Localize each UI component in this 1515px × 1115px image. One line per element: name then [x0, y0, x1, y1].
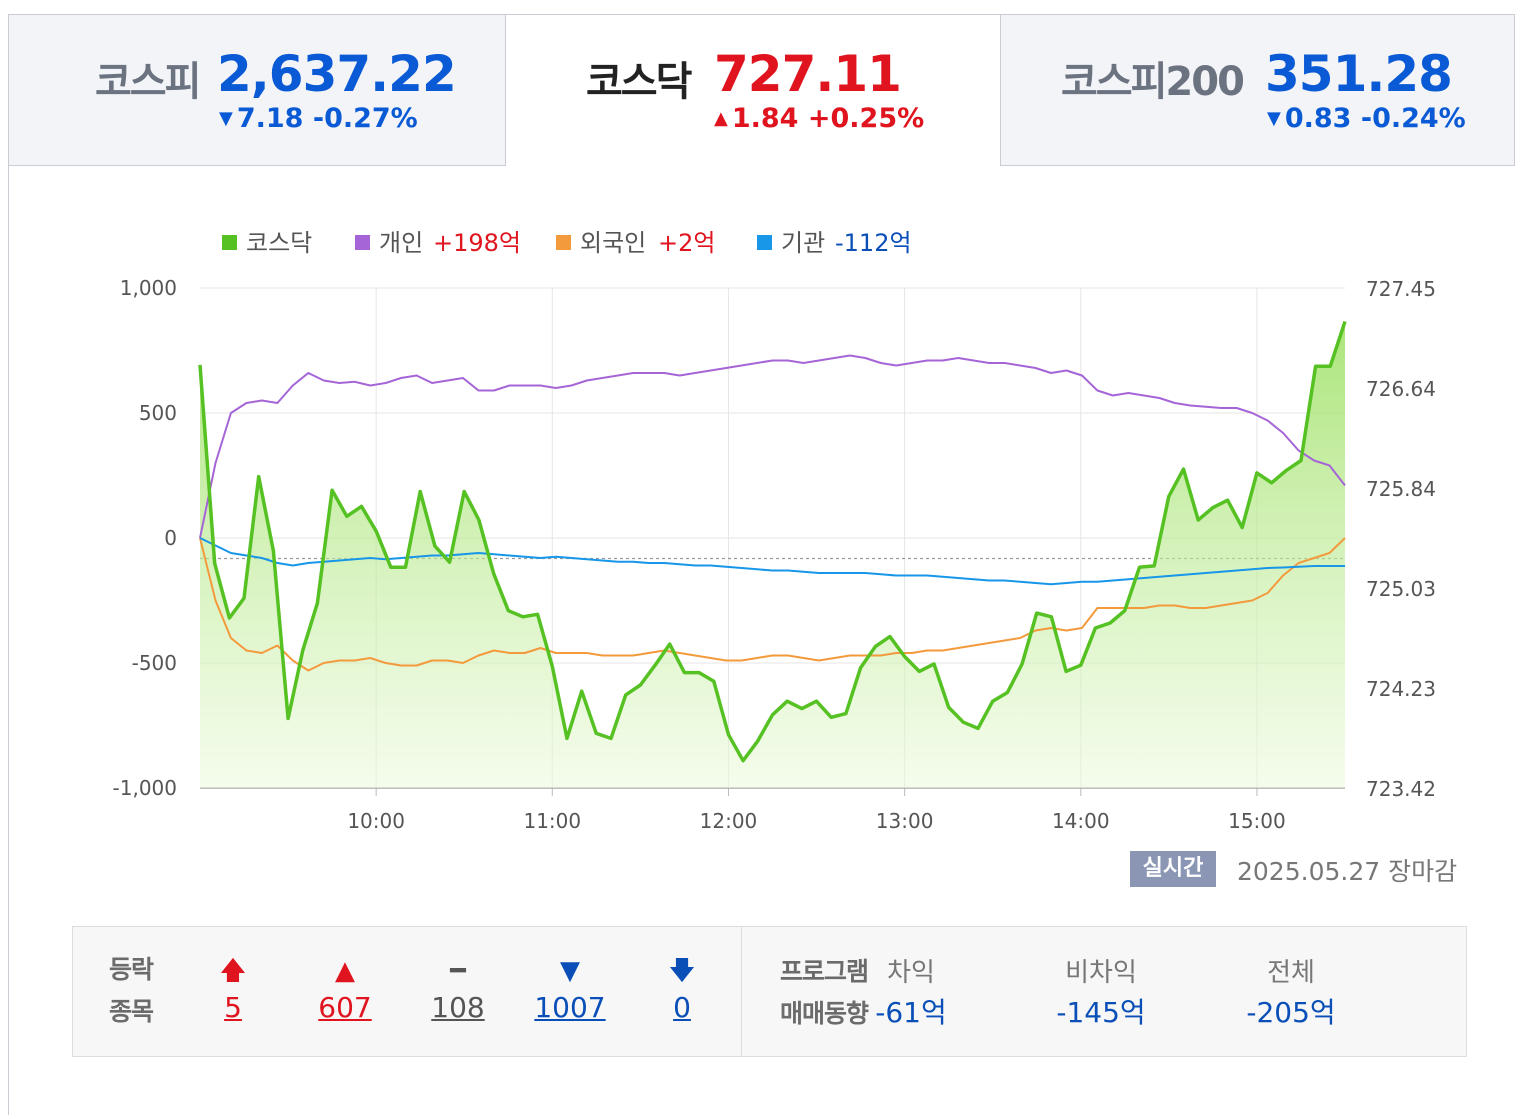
legend-label-0: 코스닥: [246, 229, 312, 257]
updown-item-arrow-down[interactable]: 🡇 0: [637, 951, 727, 1025]
updown-count[interactable]: 0: [673, 991, 691, 1024]
tab-kospi200[interactable]: 코스피200 351.28 ▼ 0.83 -0.24%: [1000, 14, 1515, 166]
y-right-tick-label: 723.42: [1366, 777, 1436, 801]
y-left-tick-label: -1,000: [113, 776, 177, 800]
program-item-label: 차익: [887, 958, 935, 988]
dash-icon: ━: [450, 956, 466, 986]
y-right-tick-label: 727.45: [1366, 277, 1436, 301]
updown-count[interactable]: 1007: [534, 991, 606, 1024]
y-right-tick-label: 725.84: [1366, 477, 1436, 501]
program-item-label: 비차익: [1065, 958, 1137, 988]
program-item-value: -61억: [875, 996, 947, 1029]
legend-swatch-3: [757, 235, 772, 250]
triangle-down-icon: ▼: [560, 956, 580, 986]
series-line-2: [199, 537, 1346, 672]
y-left-tick-label: -500: [132, 651, 177, 675]
triangle-up-icon: ▲: [335, 956, 355, 986]
program-item-value: -145억: [1056, 996, 1146, 1029]
y-left-tick-label: 500: [139, 401, 177, 425]
divider: [741, 927, 742, 1056]
index-name: 코스피200: [1061, 59, 1245, 105]
legend-label-2: 외국인: [580, 229, 646, 257]
program-item: 비차익 -145억: [1026, 953, 1176, 1033]
index-value: 727.11: [714, 45, 902, 103]
series-area-0: [200, 321, 1345, 788]
triangle-down-icon: ▼: [1267, 108, 1281, 129]
updown-item-triangle-up[interactable]: ▲ 607: [300, 951, 390, 1025]
program-item: 전체 -205억: [1216, 953, 1366, 1033]
series-line-1: [199, 354, 1346, 539]
x-tick-label: 13:00: [876, 809, 934, 833]
program-item: 차익 -61억: [836, 953, 986, 1033]
index-value: 2,637.22: [217, 45, 457, 103]
series-line-0: [198, 320, 1347, 763]
tab-kospi[interactable]: 코스피 2,637.22 ▼ 7.18 -0.27%: [8, 14, 506, 166]
updown-count[interactable]: 607: [318, 991, 372, 1024]
updown-item-triangle-down[interactable]: ▼ 1007: [525, 951, 615, 1025]
y-right-tick-label: 724.23: [1366, 677, 1436, 701]
legend-value-3: -112억: [835, 229, 912, 257]
legend-label-3: 기관: [781, 229, 825, 257]
updown-item-arrow-up[interactable]: 🡅 5: [188, 951, 278, 1025]
intraday-chart: 10:00 11:00 12:00 13:00 14:00 15:00 1,000 500 0 -…: [113, 229, 1436, 833]
realtime-button[interactable]: 실시간: [1130, 851, 1216, 887]
index-value: 351.28: [1265, 45, 1453, 103]
triangle-up-icon: ▲: [714, 108, 728, 129]
updown-item-dash[interactable]: ━ 108: [413, 951, 503, 1025]
legend-swatch-1: [355, 235, 370, 250]
legend-swatch-2: [556, 235, 571, 250]
tab-kosdaq[interactable]: 코스닥 727.11 ▲ 1.84 +0.25%: [505, 14, 1001, 166]
updown-label: 등락 종목: [109, 955, 154, 1026]
x-tick-label: 15:00: [1228, 809, 1286, 833]
series-line-3: [199, 537, 1345, 586]
program-item-label: 전체: [1267, 958, 1315, 988]
x-tick-label: 10:00: [347, 809, 405, 833]
arrow-down-icon: 🡇: [668, 956, 696, 986]
legend-swatch-0: [222, 235, 237, 250]
x-tick-label: 12:00: [700, 809, 758, 833]
market-stats-panel: 등락 종목 🡅 5 ▲ 607 ━ 108 ▼ 1007 🡇 0 프로그램 매매동향 차익 -61억 비차…: [72, 926, 1467, 1057]
updown-count[interactable]: 108: [431, 991, 485, 1024]
index-change: ▲ 1.84 +0.25%: [714, 103, 925, 134]
y-right-tick-label: 725.03: [1366, 577, 1436, 601]
triangle-down-icon: ▼: [219, 108, 233, 129]
program-label: 프로그램 매매동향: [780, 957, 869, 1028]
index-name: 코스닥: [586, 59, 692, 105]
y-left-tick-label: 1,000: [120, 276, 177, 300]
arrow-up-icon: 🡅: [219, 956, 247, 986]
program-item-value: -205억: [1246, 996, 1336, 1029]
index-change: ▼ 0.83 -0.24%: [1267, 103, 1466, 134]
y-left-tick-label: 0: [164, 526, 177, 550]
updown-count[interactable]: 5: [224, 991, 242, 1024]
x-tick-label: 14:00: [1052, 809, 1110, 833]
y-right-tick-label: 726.64: [1366, 377, 1436, 401]
x-tick-label: 11:00: [523, 809, 581, 833]
legend-label-1: 개인: [379, 229, 423, 257]
index-change: ▼ 7.18 -0.27%: [219, 103, 418, 134]
legend-value-1: +198억: [433, 229, 521, 257]
legend-value-2: +2억: [658, 229, 715, 257]
index-name: 코스피: [95, 59, 201, 105]
market-close-datetime: 2025.05.27 장마감: [1237, 857, 1458, 886]
